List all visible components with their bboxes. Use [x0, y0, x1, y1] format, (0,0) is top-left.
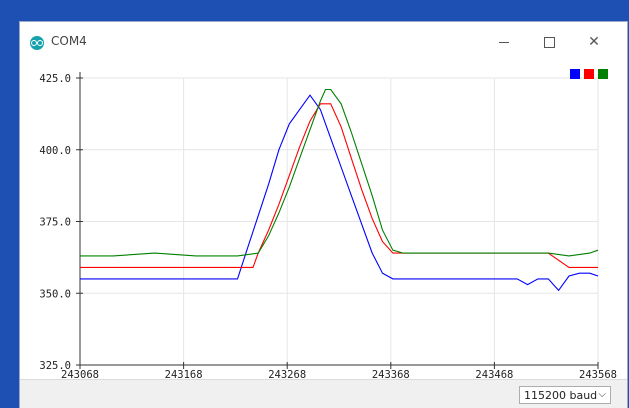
x-tick-label: 243368 — [372, 369, 410, 379]
legend-swatch-3 — [598, 69, 608, 79]
y-tick-label: 425.0 — [39, 73, 71, 85]
close-button[interactable]: ✕ — [574, 28, 614, 56]
x-tick-label: 243068 — [61, 369, 99, 379]
minimize-button[interactable] — [484, 28, 524, 56]
legend-swatch-2 — [584, 69, 594, 79]
x-tick-label: 243568 — [579, 369, 617, 379]
series-line-1 — [80, 94, 599, 292]
window-title: COM4 — [51, 34, 87, 48]
serial-plotter-window: COM4 ✕ 425.0 400.0 375.0 350.0 325.0 243068 24… — [20, 22, 627, 408]
baud-rate-dropdown[interactable]: 115200 baud ⌵ — [519, 386, 611, 404]
y-tick-label: 325.0 — [39, 360, 71, 372]
y-tick-label: 350.0 — [39, 288, 71, 300]
chevron-down-icon: ⌵ — [598, 389, 606, 400]
bottom-bar: 115200 baud ⌵ — [20, 379, 627, 408]
baud-rate-value: 115200 baud — [524, 388, 598, 402]
arduino-icon — [30, 36, 44, 50]
x-tick-label: 243468 — [475, 369, 513, 379]
maximize-icon — [543, 36, 555, 48]
legend-swatch-1 — [570, 69, 580, 79]
close-icon: ✕ — [588, 34, 600, 50]
series-line-2 — [80, 103, 598, 268]
minimize-icon — [499, 41, 509, 43]
x-tick-label: 243268 — [268, 369, 306, 379]
maximize-button[interactable] — [529, 28, 569, 56]
y-tick-label: 400.0 — [39, 145, 71, 157]
x-tick-label: 243168 — [165, 369, 203, 379]
plot-area: 425.0 400.0 375.0 350.0 325.0 243068 243168 243… — [20, 64, 627, 379]
title-bar[interactable]: COM4 ✕ — [20, 22, 627, 64]
y-tick-label: 375.0 — [39, 217, 71, 229]
series-line-3 — [80, 88, 599, 257]
